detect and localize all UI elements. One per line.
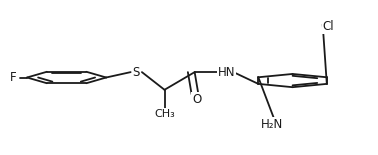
Text: H₂N: H₂N xyxy=(261,118,283,131)
Text: Cl: Cl xyxy=(322,20,334,33)
Text: CH₃: CH₃ xyxy=(154,109,175,119)
Text: HN: HN xyxy=(218,66,235,79)
Text: S: S xyxy=(133,66,140,79)
Text: F: F xyxy=(9,71,16,84)
Text: O: O xyxy=(192,93,201,106)
